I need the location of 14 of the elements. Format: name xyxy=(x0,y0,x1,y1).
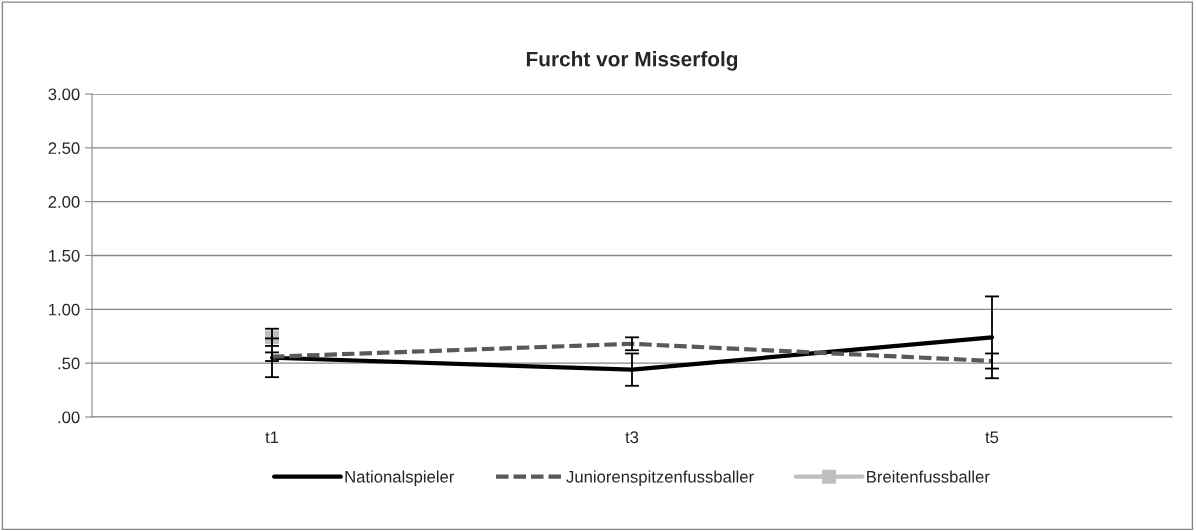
y-tick-label: 1.00 xyxy=(49,303,80,316)
y-tick-label: 2.00 xyxy=(48,196,80,208)
y-tick-label: .50 xyxy=(58,357,80,370)
legend-label: Nationalspieler xyxy=(345,470,455,486)
x-tick-label: t1 xyxy=(265,431,279,444)
x-tick-label: t5 xyxy=(985,431,999,444)
chart-title: Furcht vor Misserfolg xyxy=(526,51,738,71)
y-tick-label: .00 xyxy=(58,411,80,424)
x-tick-label: t3 xyxy=(625,431,639,444)
y-tick-label: 1.50 xyxy=(49,249,80,262)
y-tick-label: 3.00 xyxy=(48,88,80,101)
legend-label: Breitenfussballer xyxy=(867,470,990,483)
legend-label: Juniorenspitzenfussballer xyxy=(566,470,754,486)
y-tick-label: 2.50 xyxy=(48,142,80,155)
